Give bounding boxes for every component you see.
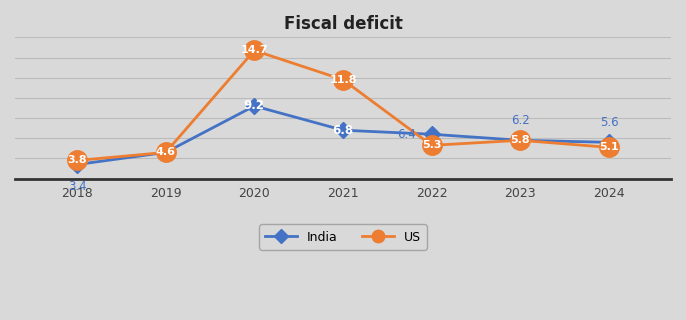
Text: 11.8: 11.8 [329,75,357,85]
Text: 6.2: 6.2 [511,114,530,127]
Text: 6.4: 6.4 [397,128,416,141]
Text: 4.6: 4.6 [156,148,176,157]
Text: 5.3: 5.3 [422,140,441,150]
Legend: India, US: India, US [259,224,427,250]
Text: 5.1: 5.1 [599,142,619,152]
Text: 9.2: 9.2 [244,100,265,112]
Text: 14.7: 14.7 [241,45,268,55]
Text: 3.4: 3.4 [68,180,86,193]
Text: 5.6: 5.6 [600,116,618,129]
Text: 6.8: 6.8 [333,124,353,137]
Text: 3.8: 3.8 [67,156,87,165]
Text: 5.8: 5.8 [510,135,530,145]
Title: Fiscal deficit: Fiscal deficit [283,15,403,33]
